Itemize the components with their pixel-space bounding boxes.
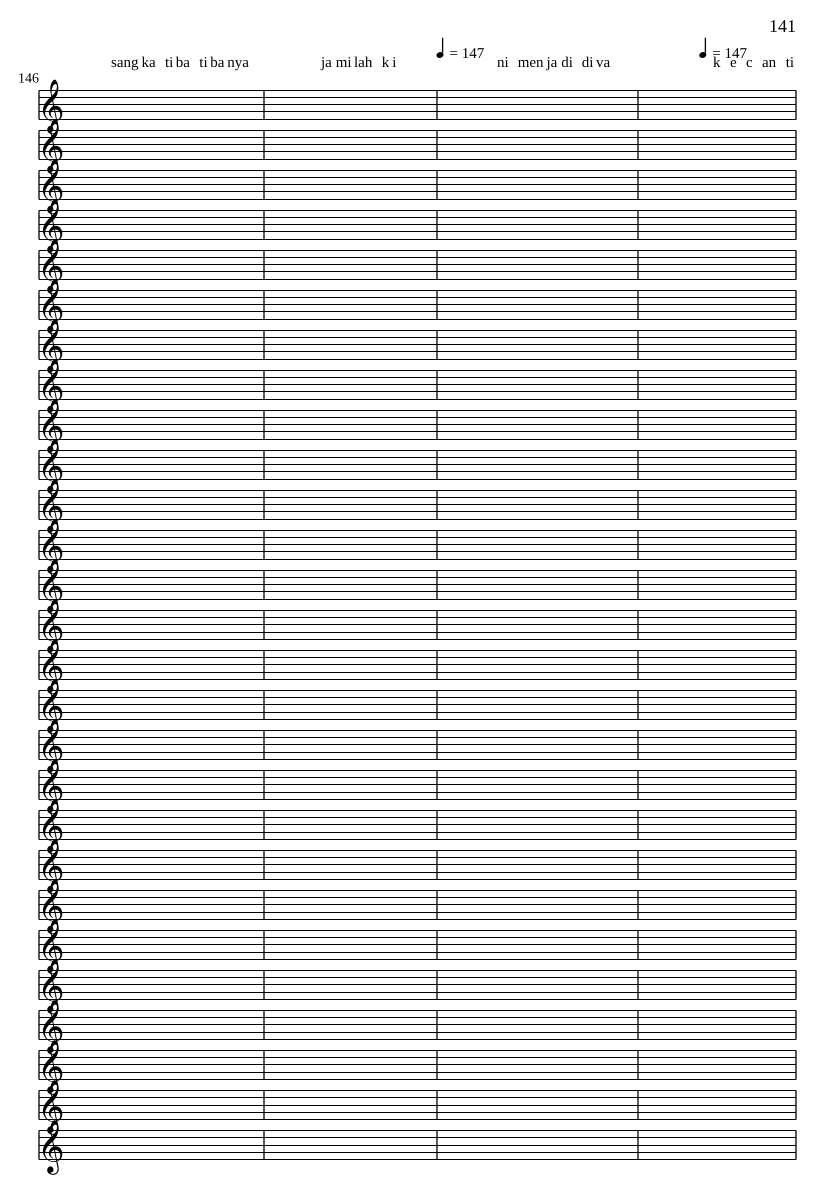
svg-text:nya: nya: [227, 55, 249, 71]
svg-text:men: men: [518, 55, 544, 71]
svg-text:lah: lah: [354, 55, 373, 71]
svg-text:𝄞: 𝄞: [37, 1119, 64, 1175]
svg-text:sang: sang: [111, 55, 139, 71]
svg-text:i: i: [392, 55, 396, 71]
svg-text:ka: ka: [142, 55, 157, 71]
svg-text:ba: ba: [176, 55, 191, 71]
svg-text:mi: mi: [336, 55, 352, 71]
svg-text:ba: ba: [210, 55, 225, 71]
svg-text:141: 141: [769, 16, 796, 36]
svg-text:ja: ja: [546, 55, 558, 71]
svg-text:ja: ja: [320, 55, 332, 71]
svg-text:ti: ti: [165, 55, 173, 71]
svg-text:va: va: [596, 55, 611, 71]
svg-text:k: k: [382, 55, 390, 71]
svg-text:= 147: = 147: [450, 46, 485, 62]
svg-text:146: 146: [18, 72, 39, 87]
svg-text:= 147: = 147: [712, 46, 747, 62]
svg-text:ni: ni: [497, 55, 509, 71]
svg-text:ti: ti: [199, 55, 207, 71]
svg-text:di: di: [561, 55, 573, 71]
svg-text:c: c: [746, 55, 753, 71]
svg-text:an: an: [762, 55, 777, 71]
svg-text:di: di: [582, 55, 594, 71]
svg-text:ti: ti: [786, 55, 794, 71]
